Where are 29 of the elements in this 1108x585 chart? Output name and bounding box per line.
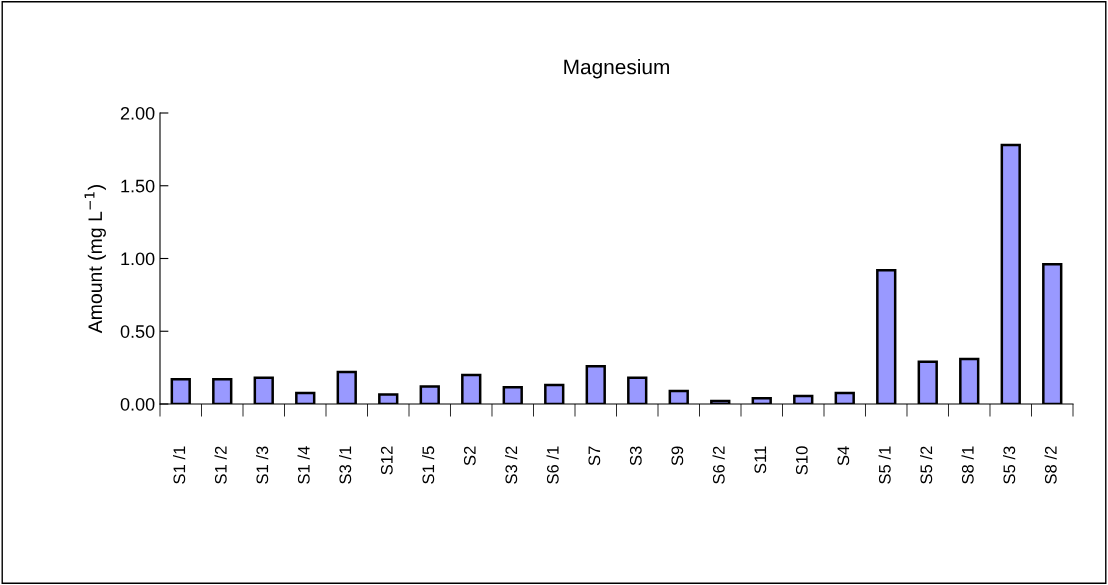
- x-tick-label: S10: [795, 446, 808, 475]
- x-tick-label: S3 /1: [338, 446, 352, 484]
- x-tick-label: S6 /2: [712, 446, 725, 484]
- x-tick-label: S5 /1: [878, 446, 891, 484]
- x-tick-label: S4: [837, 446, 850, 466]
- x-tick-label: S5 /3: [1002, 446, 1016, 484]
- y-tick-label: 1.50: [121, 179, 155, 193]
- x-tick-label: S12: [380, 446, 393, 475]
- x-tick-label: S1 /5: [421, 446, 435, 484]
- y-tick-label: 0.50: [120, 325, 155, 338]
- x-tick-label: S1 /2: [214, 446, 227, 484]
- y-axis-title: Amount (mg L$^{−1}$): [84, 185, 106, 334]
- x-tick-label: S11: [754, 446, 767, 474]
- x-tick-label: S1 /3: [255, 446, 269, 484]
- x-tick-label: S8 /2: [1044, 446, 1057, 484]
- x-tick-label: S5 /2: [919, 446, 933, 484]
- x-tick-label: S2: [463, 446, 476, 466]
- x-tick-label: S9: [671, 446, 684, 466]
- y-tick-label: 2.00: [120, 106, 155, 120]
- x-tick-label: S1 /4: [297, 446, 310, 484]
- x-tick-label: S6 /1: [546, 446, 559, 484]
- x-tick-label: S3 /2: [504, 446, 518, 484]
- x-tick-label: S8 /1: [961, 446, 974, 484]
- y-tick-label: 0.00: [120, 397, 155, 411]
- chart-title: Magnesium: [564, 59, 669, 79]
- x-tick-label: S1 /1: [172, 446, 186, 484]
- x-tick-label: S3: [629, 446, 642, 466]
- x-tick-label: S7: [588, 446, 601, 466]
- y-tick-label: 1.00: [121, 252, 155, 266]
